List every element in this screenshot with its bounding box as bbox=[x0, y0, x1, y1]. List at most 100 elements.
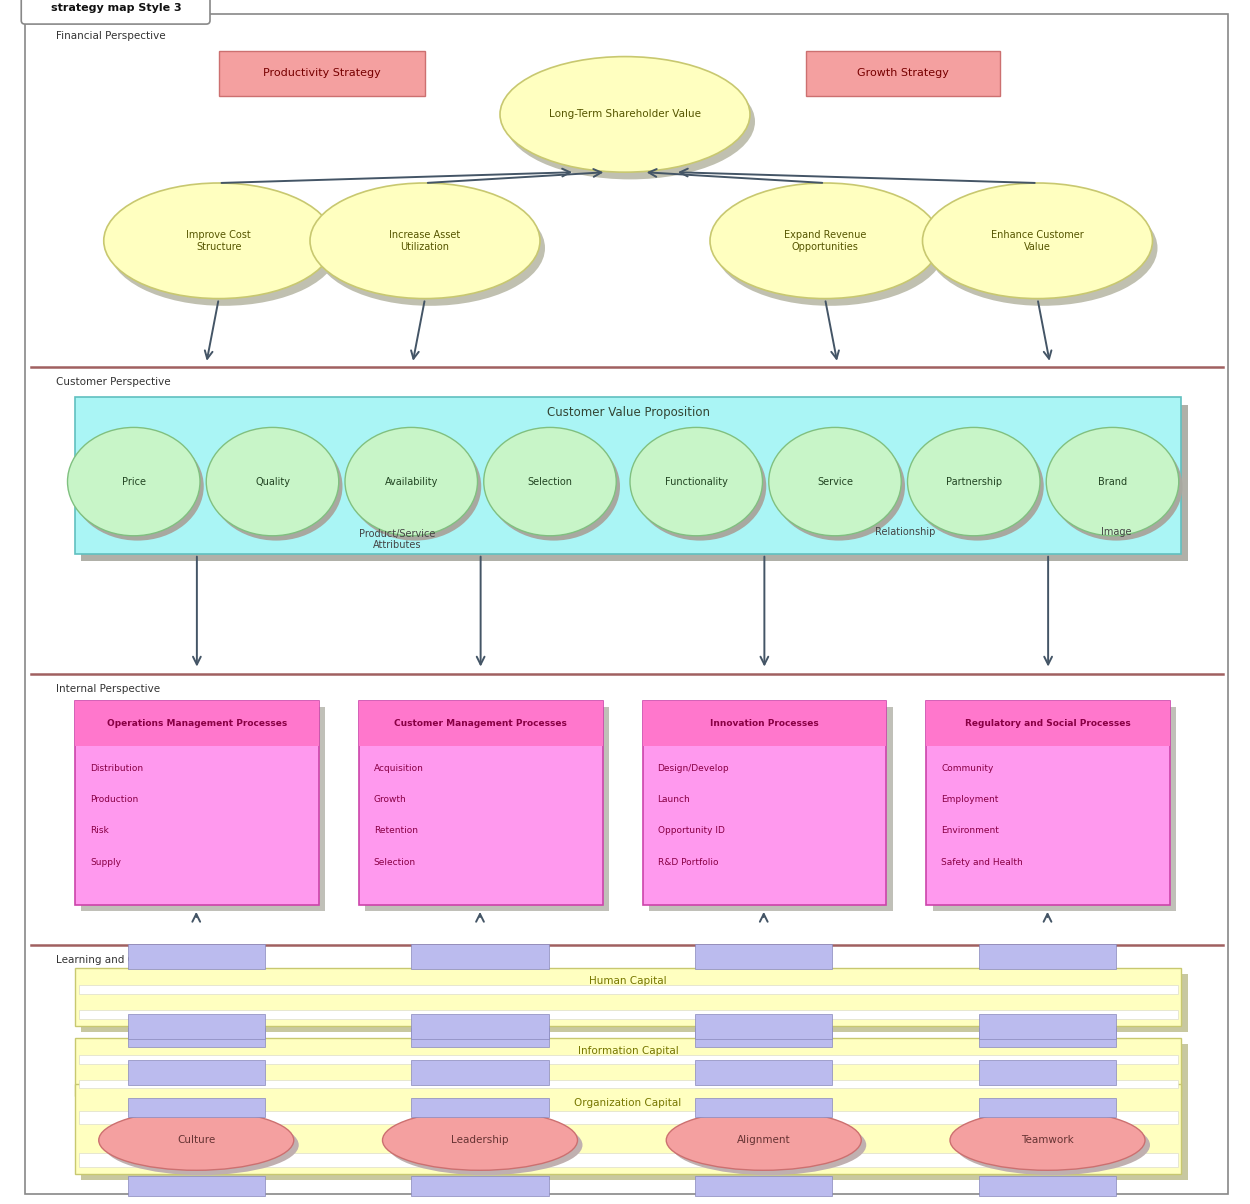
Bar bbox=[127, 1014, 265, 1039]
Text: Selection: Selection bbox=[374, 857, 416, 867]
Text: Long-Term Shareholder Value: Long-Term Shareholder Value bbox=[549, 110, 701, 119]
Bar bbox=[411, 944, 549, 969]
Ellipse shape bbox=[488, 432, 620, 541]
Text: Image: Image bbox=[1101, 527, 1131, 537]
Text: Expand Revenue
Opportunities: Expand Revenue Opportunities bbox=[784, 230, 866, 252]
Bar bbox=[642, 701, 886, 746]
Ellipse shape bbox=[772, 432, 905, 541]
Text: Retention: Retention bbox=[374, 826, 418, 836]
Ellipse shape bbox=[666, 1110, 861, 1170]
Bar bbox=[926, 701, 1170, 905]
Text: Customer Management Processes: Customer Management Processes bbox=[394, 719, 568, 728]
Bar bbox=[411, 1028, 549, 1047]
Bar bbox=[127, 1060, 265, 1085]
Text: Culture: Culture bbox=[177, 1135, 215, 1145]
Bar bbox=[695, 1176, 833, 1196]
Text: Human Capital: Human Capital bbox=[589, 975, 668, 986]
Text: Alignment: Alignment bbox=[738, 1135, 790, 1145]
Ellipse shape bbox=[955, 1115, 1150, 1175]
Bar bbox=[642, 701, 886, 905]
Ellipse shape bbox=[315, 190, 545, 306]
Bar bbox=[932, 707, 1176, 911]
Ellipse shape bbox=[99, 1110, 294, 1170]
Text: Selection: Selection bbox=[528, 477, 572, 486]
Text: Acquisition: Acquisition bbox=[374, 763, 424, 773]
Ellipse shape bbox=[104, 1115, 299, 1175]
Text: Quality: Quality bbox=[255, 477, 290, 486]
Bar bbox=[75, 1084, 1181, 1174]
Bar bbox=[79, 1010, 1178, 1019]
Bar bbox=[695, 1060, 833, 1085]
Text: Community: Community bbox=[941, 763, 994, 773]
Bar bbox=[979, 1176, 1116, 1196]
Bar bbox=[127, 1028, 265, 1047]
Text: Customer Value Proposition: Customer Value Proposition bbox=[546, 407, 710, 419]
Bar bbox=[411, 1176, 549, 1196]
Text: Increase Asset
Utilization: Increase Asset Utilization bbox=[390, 230, 461, 252]
Text: Availability: Availability bbox=[385, 477, 438, 486]
Bar bbox=[79, 1153, 1178, 1167]
Ellipse shape bbox=[908, 427, 1040, 536]
Bar bbox=[75, 1038, 1181, 1096]
Bar bbox=[75, 397, 1181, 554]
Text: Product/Service
Attributes: Product/Service Attributes bbox=[359, 529, 436, 550]
Bar bbox=[75, 701, 319, 905]
Ellipse shape bbox=[500, 57, 750, 172]
Text: Partnership: Partnership bbox=[946, 477, 1001, 486]
Bar bbox=[979, 1028, 1116, 1047]
Bar bbox=[979, 1060, 1116, 1085]
Ellipse shape bbox=[715, 190, 945, 306]
Text: Distribution: Distribution bbox=[90, 763, 142, 773]
Text: Internal Perspective: Internal Perspective bbox=[56, 684, 160, 694]
Bar bbox=[79, 1110, 1178, 1125]
Bar bbox=[127, 1098, 265, 1117]
Ellipse shape bbox=[310, 183, 540, 299]
Bar bbox=[219, 51, 425, 96]
Bar bbox=[79, 1055, 1178, 1064]
Ellipse shape bbox=[911, 432, 1044, 541]
Text: Growth Strategy: Growth Strategy bbox=[858, 69, 949, 78]
Text: Service: Service bbox=[818, 477, 852, 486]
Bar bbox=[926, 701, 1170, 746]
Ellipse shape bbox=[71, 432, 204, 541]
Ellipse shape bbox=[349, 432, 481, 541]
Bar bbox=[81, 1090, 1188, 1180]
Bar bbox=[359, 701, 602, 746]
Text: Functionality: Functionality bbox=[665, 477, 727, 486]
Bar bbox=[75, 701, 319, 746]
Ellipse shape bbox=[206, 427, 339, 536]
Ellipse shape bbox=[484, 427, 616, 536]
Bar bbox=[81, 707, 325, 911]
Bar bbox=[649, 707, 892, 911]
Text: Organization Capital: Organization Capital bbox=[575, 1098, 681, 1109]
Text: Production: Production bbox=[90, 795, 139, 804]
Text: Relationship: Relationship bbox=[875, 527, 935, 537]
Text: Teamwork: Teamwork bbox=[1021, 1135, 1074, 1145]
Text: Environment: Environment bbox=[941, 826, 999, 836]
Bar bbox=[695, 1028, 833, 1047]
Text: Launch: Launch bbox=[658, 795, 690, 804]
Ellipse shape bbox=[388, 1115, 582, 1175]
Bar bbox=[979, 1098, 1116, 1117]
Ellipse shape bbox=[210, 432, 342, 541]
Bar bbox=[979, 1014, 1116, 1039]
Bar bbox=[75, 968, 1181, 1026]
Text: Growth: Growth bbox=[374, 795, 406, 804]
Ellipse shape bbox=[634, 432, 766, 541]
Text: Improve Cost
Structure: Improve Cost Structure bbox=[186, 230, 251, 252]
Text: Supply: Supply bbox=[90, 857, 121, 867]
Text: strategy map Style 3: strategy map Style 3 bbox=[51, 4, 181, 13]
Bar bbox=[979, 944, 1116, 969]
Bar bbox=[359, 701, 602, 905]
Bar bbox=[79, 985, 1178, 995]
Ellipse shape bbox=[710, 183, 940, 299]
Ellipse shape bbox=[630, 427, 762, 536]
Text: Employment: Employment bbox=[941, 795, 999, 804]
Text: Leadership: Leadership bbox=[451, 1135, 509, 1145]
Bar bbox=[411, 1060, 549, 1085]
Ellipse shape bbox=[922, 183, 1152, 299]
Bar bbox=[695, 944, 833, 969]
Text: Financial Perspective: Financial Perspective bbox=[56, 31, 166, 41]
Text: Operations Management Processes: Operations Management Processes bbox=[106, 719, 288, 728]
Ellipse shape bbox=[104, 183, 334, 299]
